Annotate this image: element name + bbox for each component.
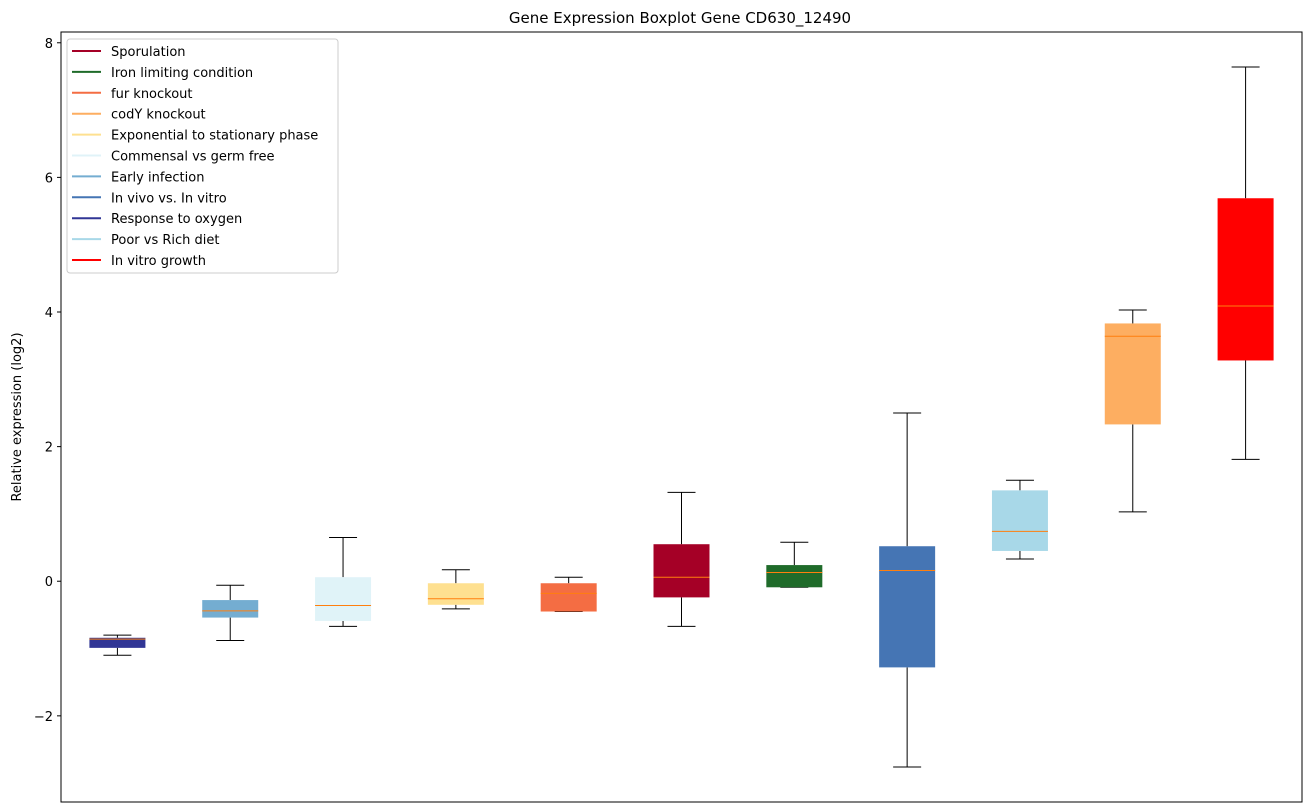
- legend-label: fur knockout: [111, 87, 193, 102]
- legend-label: Commensal vs germ free: [111, 150, 274, 165]
- y-axis: −2 0 2 4 6 8: [34, 37, 61, 725]
- box-commensal-vs-germ-free: [315, 536, 372, 627]
- box-iqr: [991, 490, 1048, 551]
- box-iqr: [89, 637, 146, 648]
- legend-label: codY knockout: [111, 108, 206, 123]
- box-iqr: [879, 546, 936, 668]
- box-iqr: [315, 577, 372, 621]
- y-tick-label: 2: [45, 441, 53, 456]
- legend-label: Response to oxygen: [111, 212, 242, 227]
- legend-item: In vitro growth: [72, 254, 206, 269]
- legend-item: fur knockout: [72, 87, 193, 102]
- box-sporulation: [653, 491, 710, 627]
- legend-item: codY knockout: [72, 108, 206, 123]
- box-exponential-to-stationary-phase: [427, 569, 484, 610]
- legend: Sporulation Iron limiting condition fur kn…: [66, 38, 339, 274]
- box-in-vitro-growth: [1217, 66, 1274, 460]
- legend-item: Sporulation: [72, 45, 186, 60]
- box-fur-knockout: [540, 576, 597, 613]
- box-cody-knockout: [1104, 309, 1161, 513]
- legend-label: In vivo vs. In vitro: [111, 191, 227, 206]
- legend-item: Commensal vs germ free: [72, 150, 274, 165]
- box-iqr: [766, 565, 823, 588]
- legend-item: Early infection: [72, 170, 204, 185]
- boxes: [89, 66, 1274, 768]
- legend-label: Iron limiting condition: [111, 66, 253, 81]
- legend-item: Response to oxygen: [72, 212, 242, 227]
- box-iron-limiting-condition: [766, 541, 823, 588]
- legend-label: Early infection: [111, 170, 204, 185]
- box-iqr: [540, 583, 597, 612]
- y-axis-label: Relative expression (log2): [10, 332, 25, 501]
- box-poor-vs-rich-diet: [991, 479, 1048, 560]
- y-tick-label: 8: [45, 37, 53, 52]
- legend-label: Sporulation: [111, 45, 186, 60]
- box-iqr: [1104, 323, 1161, 425]
- box-in-vivo-vs-in-vitro: [879, 412, 936, 768]
- box-response-to-oxygen: [89, 634, 146, 656]
- y-tick-label: 4: [45, 306, 53, 321]
- legend-label: In vitro growth: [111, 254, 206, 269]
- y-tick-label: 0: [45, 575, 53, 590]
- plot-frame: [60, 31, 1303, 803]
- box-iqr: [427, 583, 484, 605]
- legend-item: Iron limiting condition: [72, 66, 253, 81]
- chart-title: Gene Expression Boxplot Gene CD630_12490: [509, 9, 851, 28]
- legend-item: In vivo vs. In vitro: [72, 191, 227, 206]
- box-iqr: [1217, 198, 1274, 361]
- box-iqr: [202, 600, 259, 618]
- y-tick-label: −2: [34, 710, 53, 725]
- box-iqr: [653, 544, 710, 598]
- legend-item: Exponential to stationary phase: [72, 129, 318, 144]
- legend-frame: [66, 38, 339, 274]
- legend-label: Exponential to stationary phase: [111, 129, 318, 144]
- legend-label: Poor vs Rich diet: [111, 233, 219, 248]
- box-early-infection: [202, 584, 259, 641]
- y-tick-label: 6: [45, 171, 53, 186]
- legend-item: Poor vs Rich diet: [72, 233, 219, 248]
